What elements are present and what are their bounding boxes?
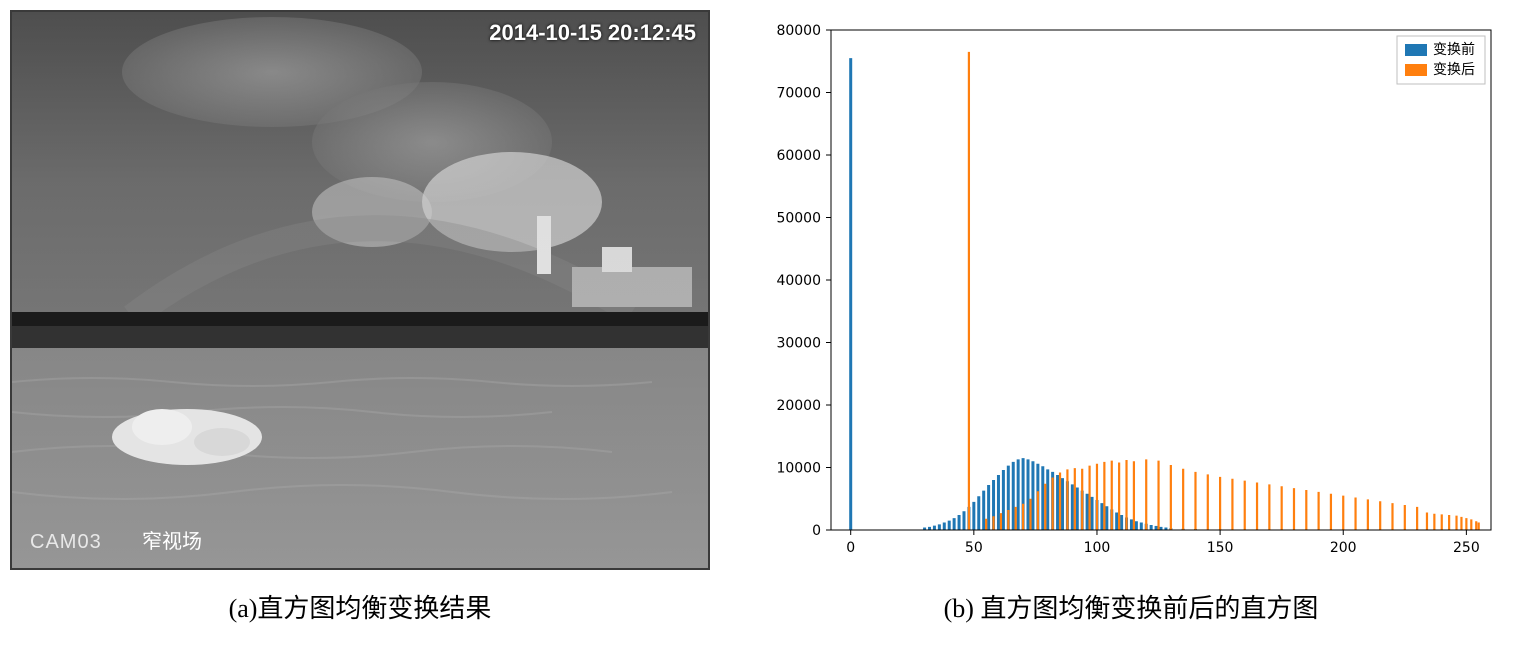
timestamp-overlay: 2014-10-15 20:12:45 [489, 20, 696, 46]
panel-b: 0 50 100 150 200 250 0 10000 20000 30000 40000 5000… [746, 10, 1516, 625]
svg-text:50: 50 [965, 540, 983, 556]
svg-text:250: 250 [1453, 540, 1480, 556]
svg-text:30000: 30000 [776, 336, 821, 352]
caption-b: (b) 直方图均衡变换前后的直方图 [944, 588, 1319, 625]
caption-a: (a)直方图均衡变换结果 [229, 588, 492, 625]
svg-text:变换后: 变换后 [1433, 61, 1475, 78]
svg-text:50000: 50000 [776, 211, 821, 227]
figure-row: 2014-10-15 20:12:45 CAM03 窄视场 (a)直方图均衡变换… [10, 10, 1516, 625]
histogram-chart: 0 50 100 150 200 250 0 10000 20000 30000 40000 5000… [751, 10, 1511, 570]
scene-svg [12, 12, 708, 568]
svg-text:10000: 10000 [776, 461, 821, 477]
svg-text:70000: 70000 [776, 86, 821, 102]
panel-a: 2014-10-15 20:12:45 CAM03 窄视场 (a)直方图均衡变换… [10, 10, 710, 625]
svg-text:80000: 80000 [776, 23, 821, 39]
svg-text:100: 100 [1084, 540, 1111, 556]
svg-text:200: 200 [1330, 540, 1357, 556]
svg-text:40000: 40000 [776, 273, 821, 289]
svg-text:20000: 20000 [776, 398, 821, 414]
view-label: 窄视场 [142, 525, 202, 554]
equalized-image: 2014-10-15 20:12:45 CAM03 窄视场 [10, 10, 710, 570]
svg-text:0: 0 [812, 523, 821, 539]
svg-text:150: 150 [1207, 540, 1234, 556]
svg-text:60000: 60000 [776, 148, 821, 164]
legend: 变换前变换后 [1397, 36, 1485, 84]
svg-text:0: 0 [846, 540, 855, 556]
svg-text:变换前: 变换前 [1433, 41, 1475, 58]
camera-label: CAM03 [30, 531, 102, 554]
